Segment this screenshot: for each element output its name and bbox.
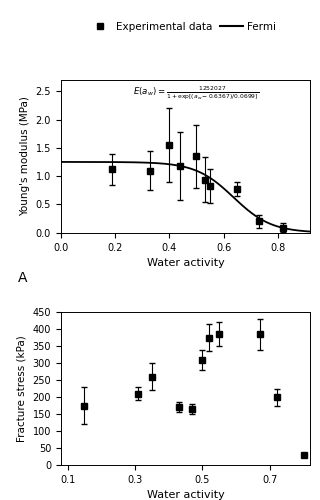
Text: $E(a_w) = \frac{1252027}{1+\exp[(a_w-0.6367)/0.0699]}$: $E(a_w) = \frac{1252027}{1+\exp[(a_w-0.6… [132, 84, 259, 102]
Y-axis label: Young's modulus (MPa): Young's modulus (MPa) [20, 96, 30, 216]
X-axis label: Water activity: Water activity [147, 490, 224, 500]
Y-axis label: Fracture stress (kPa): Fracture stress (kPa) [17, 335, 27, 442]
Text: A: A [18, 271, 28, 285]
Legend: Experimental data, Fermi: Experimental data, Fermi [84, 18, 281, 36]
X-axis label: Water activity: Water activity [147, 258, 224, 268]
